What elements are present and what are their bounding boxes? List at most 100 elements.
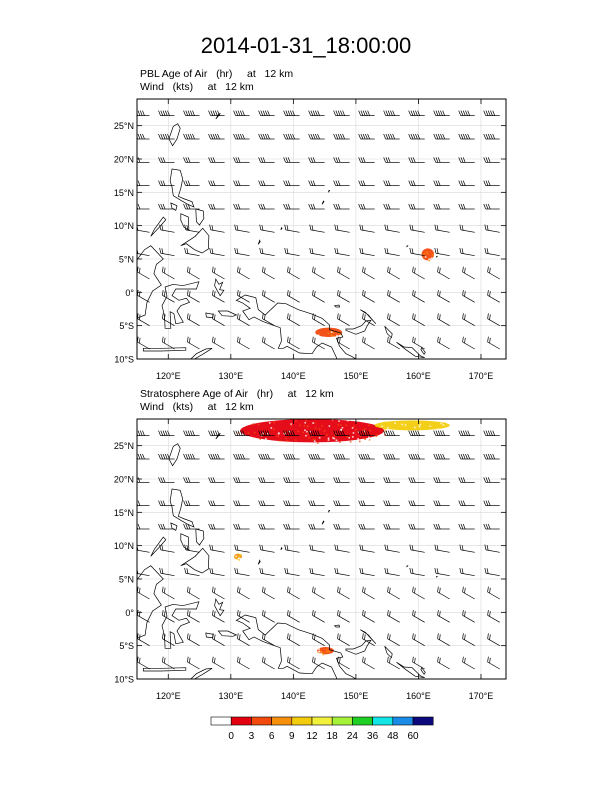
pbl-wind-barb-staff-79 xyxy=(235,229,250,233)
strat-wind-barb-feather-97-0 xyxy=(308,523,311,530)
strat-wind-barb-feather-163-0 xyxy=(458,430,462,436)
pbl-wind-barb-feather-69-1 xyxy=(361,248,364,254)
pbl-wind-barb-feather-1-0 xyxy=(162,336,164,343)
strat-wind-barb-feather-37-0 xyxy=(312,609,314,616)
strat-wind-barb-68 xyxy=(334,567,350,577)
pbl-wind-barb-79 xyxy=(234,224,250,233)
strat-wind-barb-feather-143-2 xyxy=(337,453,341,460)
pbl-wind-barb-feather-121-2 xyxy=(162,157,166,163)
pbl-wind-barb-feather-116-2 xyxy=(412,180,416,186)
strat-shaded-speckle-0-64 xyxy=(321,425,323,427)
pbl-wind-barb-feather-150-2 xyxy=(137,110,141,116)
strat-wind-barb-feather-92-1 xyxy=(185,523,189,530)
pbl-wind-barb-feather-138-0 xyxy=(208,133,211,140)
pbl-coastline-1 xyxy=(170,202,178,211)
strat-wind-barb-109 xyxy=(233,500,250,507)
pbl-wind-barb-feather-115-0 xyxy=(383,180,387,186)
pbl-wind-barb-feather-7-0 xyxy=(312,336,314,343)
pbl-wind-barb-feather-155-2 xyxy=(262,110,266,116)
strat-shaded-speckle-0-89 xyxy=(327,439,330,441)
pbl-coastline-26 xyxy=(436,255,438,258)
strat-wind-barb-feather-160-2 xyxy=(387,430,391,436)
strat-wind-barb-7 xyxy=(312,656,325,670)
strat-wind-barb-159 xyxy=(358,430,375,437)
strat-wind-barb-feather-113-1 xyxy=(335,500,339,506)
strat-coastline-11 xyxy=(235,614,357,679)
strat-wind-barb-feather-109-0 xyxy=(233,500,236,506)
strat-coastline-19 xyxy=(168,443,181,467)
pbl-wind-barb-125 xyxy=(258,157,275,163)
pbl-wind-barb-feather-144-1 xyxy=(360,133,364,140)
strat-panel-variable-title: Stratosphere Age of Air (hr) at 12 km xyxy=(140,388,334,400)
pbl-wind-barb-9 xyxy=(362,336,375,350)
strat-wind-barb-feather-156-2 xyxy=(287,430,291,436)
pbl-wind-barb-feather-65-1 xyxy=(261,248,264,254)
pbl-wind-barb-119 xyxy=(483,180,500,187)
pbl-wind-barb-feather-73-1 xyxy=(461,248,464,254)
strat-wind-barb-feather-117-0 xyxy=(433,500,437,506)
strat-wind-barb-feather-69-0 xyxy=(359,567,362,574)
pbl-wind-barb-140 xyxy=(258,133,275,140)
pbl-wind-barb-feather-64-0 xyxy=(234,247,237,254)
strat-wind-barb-5 xyxy=(262,656,275,670)
strat-wind-barb-feather-1-1 xyxy=(163,657,166,664)
strat-wind-barb-feather-109-1 xyxy=(235,500,239,506)
pbl-wind-barb-staff-21 xyxy=(287,318,300,326)
strat-wind-barb-feather-142-2 xyxy=(312,453,316,460)
pbl-wind-barb-feather-54-0 xyxy=(362,266,364,273)
strat-shaded-speckle-1-21 xyxy=(387,427,389,429)
pbl-wind-barb-57 xyxy=(437,266,450,280)
strat-wind-barb-feather-138-3 xyxy=(214,453,218,460)
pbl-wind-barb-feather-145-2 xyxy=(387,133,391,140)
strat-ytick-label-2: 0° xyxy=(125,608,134,618)
strat-wind-barb-staff-63 xyxy=(210,572,225,577)
pbl-wind-barb-staff-70 xyxy=(385,252,400,257)
strat-wind-barb-feather-122-1 xyxy=(185,477,189,483)
pbl-wind-barb-staff-59 xyxy=(487,271,500,280)
strat-shaded-speckle-0-1 xyxy=(368,424,370,427)
pbl-shaded-speckle-0-8 xyxy=(430,257,433,259)
pbl-wind-barb-feather-145-1 xyxy=(385,133,389,140)
strat-wind-barb-56 xyxy=(412,586,425,600)
strat-shaded-speckle-2-10 xyxy=(327,650,330,653)
strat-wind-barb-staff-21 xyxy=(287,638,300,646)
pbl-wind-barb-feather-82-1 xyxy=(311,224,314,231)
strat-shaded-speckle-0-93 xyxy=(295,419,297,422)
pbl-wind-barb-feather-72-1 xyxy=(436,248,439,254)
strat-shaded-speckle-1-20 xyxy=(442,424,445,426)
strat-wind-barb-18 xyxy=(212,633,225,646)
pbl-wind-barb-feather-21-1 xyxy=(289,314,291,320)
strat-wind-barb-feather-25-0 xyxy=(387,633,389,639)
strat-wind-barb-feather-28-1 xyxy=(464,634,466,640)
strat-wind-barb-feather-1-0 xyxy=(162,656,164,663)
strat-shaded-speckle-1-9 xyxy=(399,430,402,432)
pbl-wind-barb-feather-53-0 xyxy=(337,266,339,273)
strat-xtick-label-2: 140°E xyxy=(281,691,306,701)
strat-wind-barb-feather-56-1 xyxy=(414,587,416,594)
strat-wind-barb-feather-134-0 xyxy=(483,477,487,483)
strat-wind-barb-staff-81 xyxy=(285,549,300,553)
pbl-wind-barb-feather-11-0 xyxy=(412,336,414,343)
strat-wind-barb-feather-5-0 xyxy=(262,656,264,663)
strat-wind-barb-feather-161-2 xyxy=(412,430,416,436)
strat-wind-barb-feather-21-0 xyxy=(287,633,289,639)
pbl-wind-barb-staff-58 xyxy=(462,271,475,280)
pbl-wind-barb-feather-146-1 xyxy=(410,133,414,140)
pbl-wind-barb-feather-160-0 xyxy=(383,110,387,116)
pbl-wind-barb-feather-14-1 xyxy=(489,337,491,344)
pbl-wind-barb-42 xyxy=(437,289,450,303)
pbl-wind-barb-feather-17-0 xyxy=(187,313,189,319)
strat-axis-ticks: 120°E 130°E 140°E 150°E 160°E 170°E10°S5°S0°5… xyxy=(114,419,506,701)
pbl-wind-barb-feather-149-3 xyxy=(490,133,493,140)
pbl-wind-barb-feather-131-2 xyxy=(412,157,416,163)
strat-wind-barb-feather-138-2 xyxy=(212,453,216,460)
strat-wind-barb-19 xyxy=(237,633,250,646)
pbl-wind-barb-feather-119-0 xyxy=(483,180,487,186)
pbl-wind-barb-feather-37-1 xyxy=(314,291,316,297)
strat-wind-barb-feather-55-1 xyxy=(389,587,391,594)
pbl-wind-barb-feather-96-1 xyxy=(285,203,289,210)
strat-wind-barb-feather-64-0 xyxy=(234,567,237,574)
pbl-wind-barb-12 xyxy=(437,336,450,350)
pbl-wind-barb-feather-47-1 xyxy=(189,267,191,274)
pbl-wind-barb-feather-131-1 xyxy=(410,157,414,163)
